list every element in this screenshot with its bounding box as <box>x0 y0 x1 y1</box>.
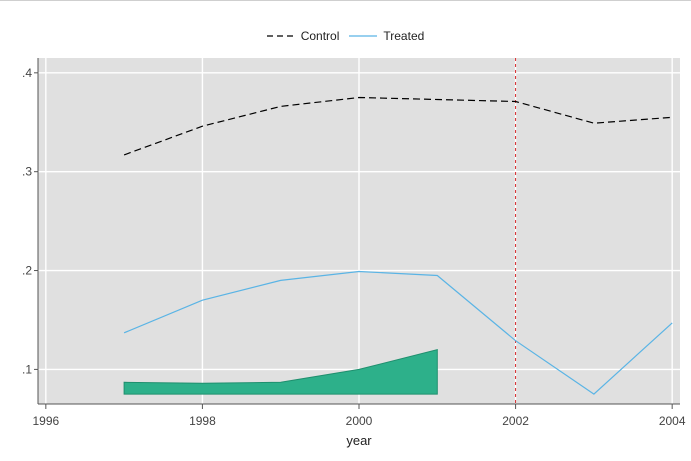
legend-key-solid <box>349 31 378 41</box>
x-tick-label: 2002 <box>502 414 529 428</box>
area-band <box>123 348 438 395</box>
lines-layer <box>123 96 673 395</box>
legend-key-dashed <box>266 31 295 41</box>
y-tick-label: .4 <box>22 66 32 80</box>
legend-label-control: Control <box>300 29 340 43</box>
x-tick-label: 2004 <box>659 414 686 428</box>
series-line-control <box>123 96 673 156</box>
legend-item-control: Control <box>266 29 340 43</box>
axes: .1 .2 .3 .4 1996 1998 2000 2002 2004 <box>22 58 686 428</box>
series-line-treated <box>123 270 673 395</box>
x-tick-label: 2000 <box>346 414 373 428</box>
legend: Control Treated <box>0 29 691 43</box>
x-axis-title: year <box>346 433 372 448</box>
y-tick-label: .3 <box>22 165 32 179</box>
y-tick-label: .1 <box>22 362 32 376</box>
y-tick-label: .2 <box>22 264 32 278</box>
top-border <box>0 0 691 1</box>
x-tick-label: 1996 <box>32 414 59 428</box>
x-tick-label: 1998 <box>189 414 216 428</box>
area-layer <box>123 348 438 395</box>
legend-item-treated: Treated <box>349 29 424 43</box>
legend-label-treated: Treated <box>383 29 425 43</box>
